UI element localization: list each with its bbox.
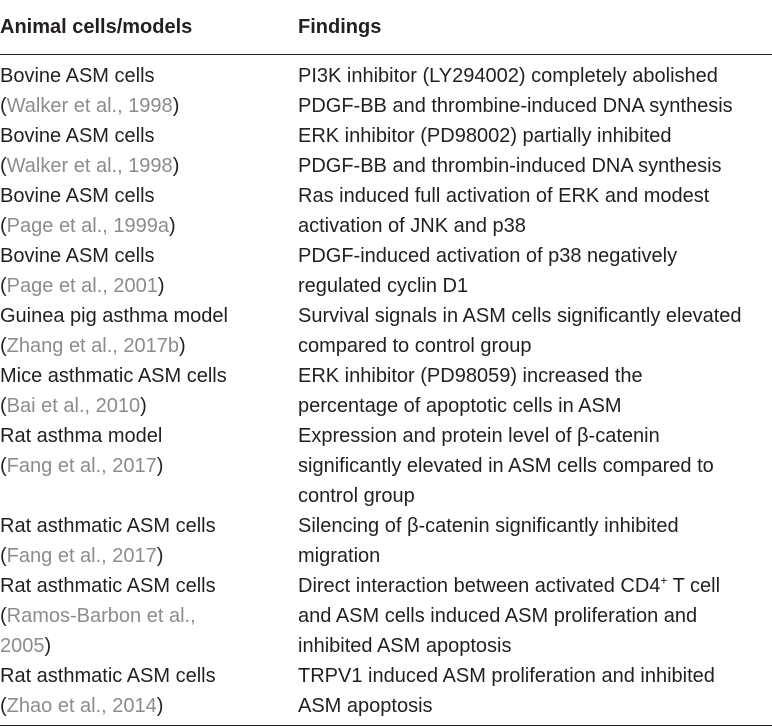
finding-line: control group [298,485,415,507]
finding-line: Expression and protein level of β-cateni… [298,425,660,447]
citation-link[interactable]: Ramos-Barbon et al., [6,605,196,627]
citation-link[interactable]: Zhao et al., 2014 [6,695,157,717]
finding-line: activation of JNK and p38 [298,215,526,237]
header-findings: Findings [298,15,382,38]
finding-line: PI3K inhibitor (LY294002) completely abo… [298,65,718,87]
finding-line: ERK inhibitor (PD98059) increased the [298,365,643,387]
model-cell: Bovine ASM cells [0,125,155,147]
finding-line: Direct interaction between activated CD4… [298,573,721,597]
finding-line: ASM apoptosis [298,695,433,717]
finding-line: inhibited ASM apoptosis [298,635,512,657]
table-row: Mice asthmatic ASM cells (Bai et al., 20… [0,361,772,421]
table-row: Rat asthmatic ASM cells (Fang et al., 20… [0,511,772,571]
table-row: Bovine ASM cells (Page et al., 1999a) Ra… [0,181,772,241]
citation-link[interactable]: Fang et al., 2017 [6,545,157,567]
finding-line: TRPV1 induced ASM proliferation and inhi… [298,665,715,687]
citation-link[interactable]: 2005 [0,635,45,657]
table-row: Bovine ASM cells (Walker et al., 1998) E… [0,121,772,181]
finding-line: PDGF-BB and thrombin-induced DNA synthes… [298,155,722,177]
finding-line: PDGF-BB and thrombine-induced DNA synthe… [298,95,733,117]
finding-line: and ASM cells induced ASM proliferation … [298,605,698,627]
table-header: Animal cells/models Findings [0,0,772,55]
model-cell: Rat asthmatic ASM cells [0,515,216,537]
finding-line: migration [298,545,381,567]
finding-line: Silencing of β-catenin significantly inh… [298,515,679,537]
citation-link[interactable]: Zhang et al., 2017b [6,335,180,357]
header-animal-cells: Animal cells/models [0,15,193,38]
finding-line: significantly elevated in ASM cells comp… [298,455,714,477]
citation-link[interactable]: Page et al., 1999a [6,215,170,237]
model-cell: Bovine ASM cells [0,185,155,207]
table-row: Rat asthmatic ASM cells (Zhao et al., 20… [0,661,772,721]
table-row: Rat asthma model (Fang et al., 2017) Exp… [0,421,772,511]
model-cell: Rat asthmatic ASM cells [0,665,216,687]
model-cell: Mice asthmatic ASM cells [0,365,227,387]
finding-line: Ras induced full activation of ERK and m… [298,185,710,207]
citation-link[interactable]: Fang et al., 2017 [6,455,157,477]
model-cell: Bovine ASM cells [0,65,155,87]
table-row: Bovine ASM cells (Walker et al., 1998) P… [0,61,772,121]
table-row: Rat asthmatic ASM cells (Ramos-Barbon et… [0,571,772,661]
model-cell: Bovine ASM cells [0,245,155,267]
citation-link[interactable]: Page et al., 2001 [6,275,158,297]
citation-link[interactable]: Walker et al., 1998 [6,95,173,117]
model-cell: Rat asthmatic ASM cells [0,575,216,597]
citation-link[interactable]: Bai et al., 2010 [6,395,141,417]
finding-line: regulated cyclin D1 [298,275,469,297]
table-row: Guinea pig asthma model (Zhang et al., 2… [0,301,772,361]
model-cell: Guinea pig asthma model [0,305,228,327]
superscript-plus: + [660,573,668,588]
finding-line: PDGF-induced activation of p38 negativel… [298,245,678,267]
table-row: Bovine ASM cells (Page et al., 2001) PDG… [0,241,772,301]
model-cell: Rat asthma model [0,425,163,447]
citation-link[interactable]: Walker et al., 1998 [6,155,173,177]
finding-line: percentage of apoptotic cells in ASM [298,395,622,417]
table-body: Bovine ASM cells (Walker et al., 1998) P… [0,55,772,721]
finding-line: Survival signals in ASM cells significan… [298,305,742,327]
finding-line: compared to control group [298,335,532,357]
finding-line: ERK inhibitor (PD98002) partially inhibi… [298,125,672,147]
